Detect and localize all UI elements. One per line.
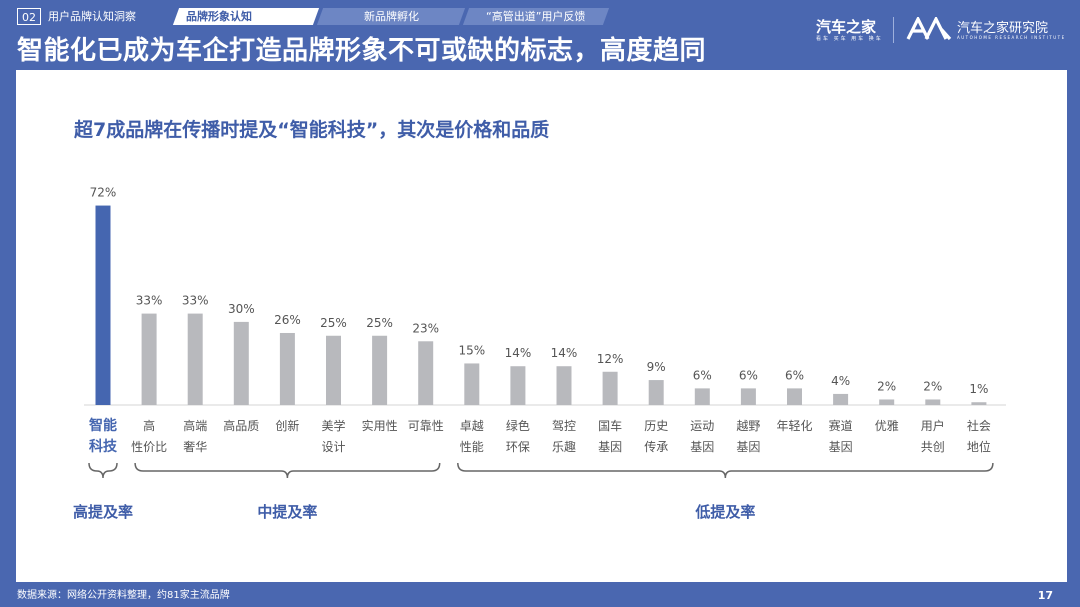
category-label-5-0: 美学 bbox=[321, 418, 345, 433]
category-label-8-1: 性能 bbox=[460, 440, 484, 454]
category-label-7-0: 可靠性 bbox=[408, 419, 444, 433]
category-label-18-1: 共创 bbox=[921, 440, 945, 454]
bar-12 bbox=[648, 380, 664, 405]
bar-6 bbox=[372, 335, 388, 405]
category-label-9-0: 绿色 bbox=[506, 418, 530, 433]
value-label-6: 25% bbox=[366, 316, 393, 330]
bar-7 bbox=[418, 341, 434, 405]
value-label-12: 9% bbox=[647, 360, 666, 374]
bar-4 bbox=[279, 332, 295, 405]
data-source: 数据来源：网络公开资料整理，约81家主流品牌 bbox=[17, 590, 230, 601]
bar-11 bbox=[602, 371, 618, 405]
institute-name: 汽车之家研究院 bbox=[957, 21, 1049, 36]
tab-user-brand-insight[interactable]: 用户品牌认知洞察 bbox=[48, 10, 136, 23]
value-label-13: 6% bbox=[693, 368, 712, 382]
value-label-19: 1% bbox=[969, 382, 988, 396]
category-label-14-1: 基因 bbox=[736, 440, 760, 454]
category-label-1-1: 性价比 bbox=[131, 440, 167, 454]
section-nav: 02 用户品牌认知洞察 品牌形象认知 新品牌孵化 “高管出道”用户反馈 bbox=[0, 0, 1080, 26]
content-panel: 超7成品牌在传播时提及“智能科技”，其次是价格和品质 72% 智能科技 33% 高性价比… bbox=[16, 70, 1067, 582]
group-bracket-2 bbox=[457, 462, 994, 479]
category-label-1-0: 高 bbox=[143, 418, 155, 433]
bar-19 bbox=[971, 402, 987, 405]
value-label-18: 2% bbox=[923, 379, 942, 393]
chart-title: 超7成品牌在传播时提及“智能科技”，其次是价格和品质 bbox=[73, 118, 549, 141]
section-number: 02 bbox=[17, 8, 41, 25]
institute-logo-icon bbox=[906, 17, 952, 41]
category-label-2-1: 奢华 bbox=[183, 440, 207, 454]
page-number: 17 bbox=[1037, 589, 1053, 602]
category-label-0-1: 科技 bbox=[89, 438, 118, 455]
category-label-0-0: 智能 bbox=[88, 417, 117, 434]
category-label-6-0: 实用性 bbox=[362, 418, 398, 433]
category-label-15-0: 年轻化 bbox=[776, 419, 812, 433]
category-label-11-0: 国车 bbox=[598, 418, 622, 433]
bar-13 bbox=[694, 388, 710, 405]
bar-3 bbox=[233, 321, 249, 405]
bar-17 bbox=[879, 399, 895, 405]
category-label-12-1: 传承 bbox=[644, 439, 668, 454]
value-label-8: 15% bbox=[458, 343, 485, 357]
bar-5 bbox=[326, 335, 341, 405]
group-bracket-1 bbox=[134, 462, 441, 479]
category-label-10-1: 乐趣 bbox=[552, 439, 576, 454]
group-label-1: 中提及率 bbox=[257, 503, 317, 521]
value-label-4: 26% bbox=[274, 313, 301, 327]
category-label-13-0: 运动 bbox=[690, 419, 714, 433]
category-label-17-0: 优雅 bbox=[875, 418, 899, 433]
bar-18 bbox=[925, 399, 941, 405]
group-bracket-0 bbox=[88, 462, 118, 479]
bar-14 bbox=[740, 388, 756, 405]
value-label-2: 33% bbox=[182, 294, 209, 308]
bar-15 bbox=[787, 388, 802, 405]
category-label-19-1: 地位 bbox=[967, 439, 991, 454]
tab-executive-feedback[interactable]: “高管出道”用户反馈 bbox=[462, 8, 610, 25]
autohome-logo-sub: 看车 买车 用车 换车 bbox=[816, 36, 883, 42]
value-label-3: 30% bbox=[228, 302, 255, 316]
logo-divider bbox=[893, 17, 894, 43]
group-label-0: 高提及率 bbox=[73, 503, 133, 521]
tab-brand-image[interactable]: 品牌形象认知 bbox=[172, 8, 320, 25]
value-label-7: 23% bbox=[412, 321, 439, 335]
category-label-16-0: 赛道 bbox=[829, 418, 853, 433]
bar-chart: 超7成品牌在传播时提及“智能科技”，其次是价格和品质 72% 智能科技 33% 高性价比… bbox=[73, 118, 1006, 521]
value-label-5: 25% bbox=[320, 316, 347, 330]
bar-16 bbox=[833, 393, 849, 405]
category-label-11-1: 基因 bbox=[598, 440, 622, 454]
value-label-1: 33% bbox=[136, 294, 163, 308]
category-label-3-0: 高品质 bbox=[223, 418, 259, 433]
category-label-4-0: 创新 bbox=[275, 418, 299, 433]
value-label-11: 12% bbox=[597, 352, 624, 366]
bar-2 bbox=[187, 313, 203, 405]
value-label-10: 14% bbox=[551, 346, 578, 360]
bar-1 bbox=[141, 313, 157, 405]
bar-10 bbox=[556, 366, 572, 405]
tab-new-brand-incubation[interactable]: 新品牌孵化 bbox=[316, 8, 466, 25]
category-label-10-0: 驾控 bbox=[552, 419, 576, 433]
category-label-18-0: 用户 bbox=[921, 418, 945, 433]
value-label-0: 72% bbox=[90, 186, 117, 200]
bar-0 bbox=[95, 205, 111, 405]
value-label-14: 6% bbox=[739, 368, 758, 382]
category-label-14-0: 越野 bbox=[736, 419, 760, 433]
value-label-15: 6% bbox=[785, 368, 804, 382]
value-label-9: 14% bbox=[505, 346, 532, 360]
category-label-5-1: 设计 bbox=[321, 440, 345, 454]
category-label-12-0: 历史 bbox=[644, 419, 668, 433]
group-label-2: 低提及率 bbox=[694, 503, 755, 521]
category-label-2-0: 高端 bbox=[183, 418, 207, 433]
bar-8 bbox=[464, 363, 480, 405]
autohome-logo: 汽车之家 bbox=[816, 18, 877, 36]
category-label-16-1: 基因 bbox=[829, 440, 853, 454]
bar-9 bbox=[510, 366, 526, 405]
page-title: 智能化已成为车企打造品牌形象不可或缺的标志，高度趋同 bbox=[17, 36, 707, 66]
value-label-17: 2% bbox=[877, 379, 896, 393]
category-label-19-0: 社会 bbox=[967, 418, 991, 433]
category-label-9-1: 环保 bbox=[506, 440, 530, 454]
category-label-8-0: 卓越 bbox=[460, 419, 484, 433]
category-label-13-1: 基因 bbox=[690, 440, 714, 454]
value-label-16: 4% bbox=[831, 374, 850, 388]
institute-name-en: AUTOHOME RESEARCH INSTITUTE bbox=[957, 35, 1066, 40]
